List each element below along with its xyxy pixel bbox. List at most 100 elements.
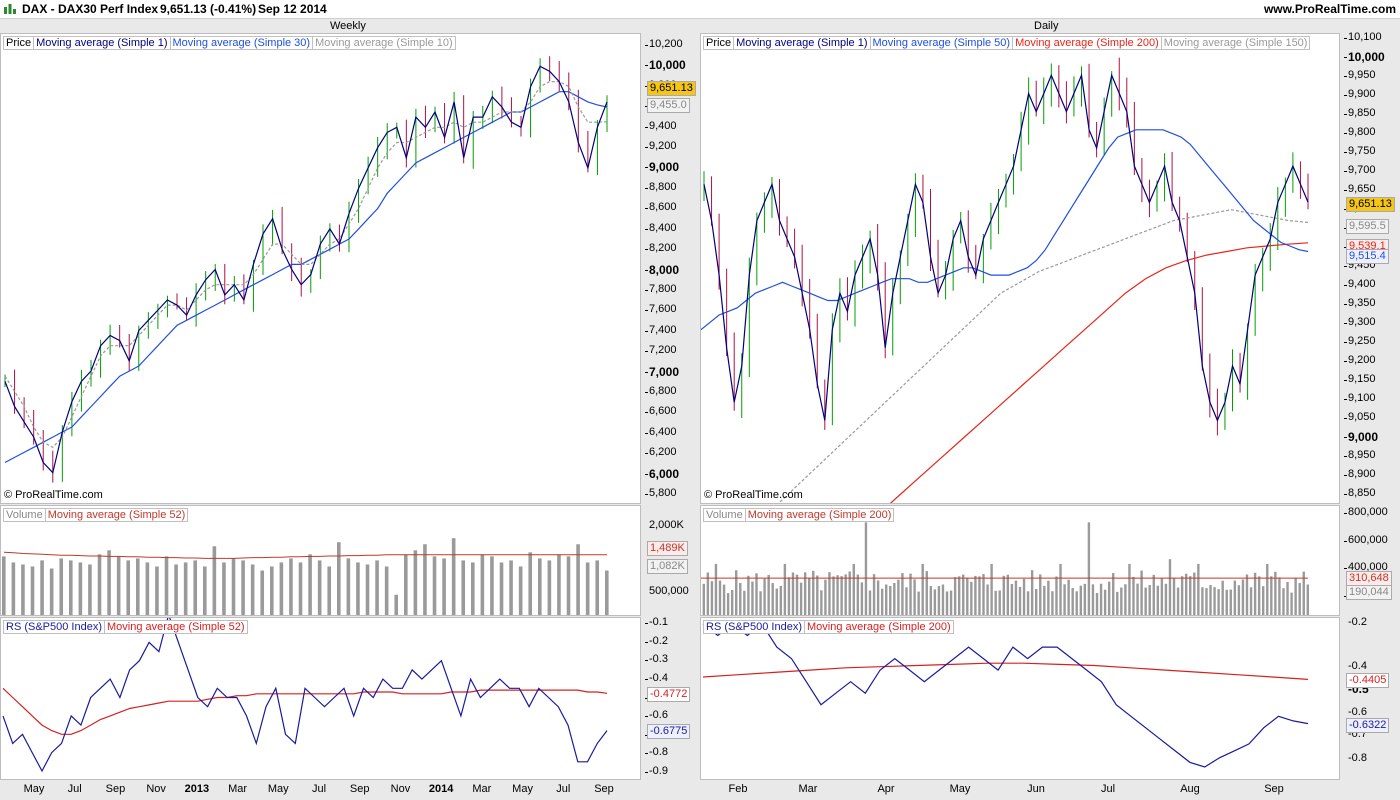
- axis-tick: [645, 289, 648, 291]
- legend-price[interactable]: Price: [3, 36, 35, 50]
- daily-volume-bar: [1156, 585, 1160, 615]
- weekly-rs-panel[interactable]: RS (S&P500 Index) Moving average (Simple…: [0, 617, 641, 780]
- daily-volume-bar: [791, 572, 795, 615]
- daily-vol-ma-tag: 310,648: [1346, 571, 1392, 586]
- axis-label: 7,400: [649, 323, 677, 336]
- daily-volume-bar: [925, 571, 928, 615]
- axis-label: 8,850: [1348, 487, 1376, 499]
- weekly-volume-axis: 2,000K 500,000 1,489K 1,082K: [645, 505, 697, 616]
- weekly-price-legend: Price Moving average (Simple 1) Moving a…: [3, 36, 456, 50]
- daily-volume-bar: [1193, 572, 1196, 615]
- daily-volume-bar: [836, 575, 839, 615]
- weekly-volume-bar: [317, 560, 322, 615]
- weekly-volume-bar: [107, 550, 111, 615]
- axis-tick: [1344, 513, 1347, 514]
- daily-volume-bar: [1160, 578, 1164, 615]
- daily-volume-bar: [860, 582, 864, 615]
- weekly-volume-bar: [2, 556, 6, 615]
- time-axis-label: May: [267, 783, 289, 795]
- daily-volume-bar: [1047, 580, 1050, 615]
- legend-ma-30[interactable]: Moving average (Simple 30): [169, 36, 314, 50]
- legend-ma-1[interactable]: Moving average (Simple 1): [733, 36, 871, 50]
- daily-volume-bar: [1282, 588, 1285, 615]
- daily-rs-panel[interactable]: RS (S&P500 Index) Moving average (Simple…: [700, 617, 1340, 780]
- weekly-volume-bar: [69, 560, 73, 615]
- weekly-volume-bar: [116, 556, 121, 615]
- daily-ma150-line: [777, 209, 1309, 503]
- legend-vol-ma-200[interactable]: Moving average (Simple 200): [744, 508, 895, 522]
- axis-label: 7,600: [649, 303, 677, 316]
- daily-volume-bar: [1107, 581, 1111, 615]
- axis-tick: [1344, 228, 1347, 229]
- legend-rs[interactable]: RS (S&P500 Index): [703, 620, 805, 634]
- axis-label: 8,200: [649, 242, 677, 255]
- weekly-volume-bar: [557, 554, 561, 615]
- weekly-volume-bar: [298, 562, 303, 615]
- legend-ma-50[interactable]: Moving average (Simple 50): [869, 36, 1014, 50]
- weekly-volume-bar: [394, 594, 399, 615]
- legend-rs[interactable]: RS (S&P500 Index): [3, 620, 105, 634]
- weekly-volume-bar: [528, 552, 533, 615]
- legend-rs-ma-52[interactable]: Moving average (Simple 52): [104, 620, 248, 634]
- axis-label: 8,900: [1348, 468, 1376, 480]
- weekly-volume-ma-line: [3, 551, 607, 559]
- axis-label: 9,300: [1348, 316, 1376, 328]
- daily-volume-bar: [1022, 578, 1026, 615]
- legend-price[interactable]: Price: [703, 36, 735, 50]
- daily-volume-bar: [1039, 574, 1042, 615]
- axis-label: 400,000: [1348, 561, 1388, 574]
- daily-volume-bar: [1253, 572, 1257, 615]
- axis-tick: [1344, 494, 1347, 495]
- axis-label: -0.1: [649, 616, 668, 628]
- daily-volume-bar: [1006, 574, 1010, 615]
- legend-ma-200[interactable]: Moving average (Simple 200): [1012, 36, 1162, 50]
- daily-rs-line: [702, 623, 1309, 768]
- weekly-volume-bar: [337, 542, 341, 615]
- legend-rs-ma-200[interactable]: Moving average (Simple 200): [804, 620, 954, 634]
- legend-ma-150[interactable]: Moving average (Simple 150): [1160, 36, 1311, 50]
- daily-volume-bar: [783, 563, 787, 615]
- daily-volume-bar: [1026, 591, 1030, 615]
- daily-volume-bar: [824, 579, 827, 615]
- legend-volume[interactable]: Volume: [3, 508, 46, 522]
- axis-label: 9,200: [649, 140, 677, 153]
- weekly-volume-panel[interactable]: Volume Moving average (Simple 52): [0, 505, 641, 616]
- time-axis-label: Sep: [349, 783, 370, 795]
- axis-tick: [645, 269, 648, 271]
- legend-volume[interactable]: Volume: [703, 508, 746, 522]
- weekly-volume-bar: [480, 554, 485, 615]
- weekly-rs-line: [2, 618, 608, 773]
- weekly-volume-bar: [375, 560, 379, 615]
- daily-volume-bar: [807, 578, 811, 615]
- daily-volume-bar: [1132, 576, 1135, 615]
- daily-volume-bar: [1071, 588, 1074, 615]
- weekly-time-axis: May Jul Sep Nov 2013 Mar May Jul Sep Nov 2014 Mar Ma…: [0, 783, 641, 799]
- daily-volume-bar: [856, 574, 860, 615]
- daily-volume-bar: [1120, 587, 1123, 615]
- daily-volume-bar: [1063, 584, 1066, 615]
- daily-price-panel[interactable]: Price Moving average (Simple 1) Moving a…: [700, 33, 1340, 504]
- legend-ma-1[interactable]: Moving average (Simple 1): [33, 36, 171, 50]
- daily-volume-bar: [1168, 559, 1172, 615]
- daily-volume-bar: [1294, 578, 1297, 615]
- daily-volume-bar: [1286, 581, 1289, 615]
- legend-vol-ma-52[interactable]: Moving average (Simple 52): [44, 508, 189, 522]
- weekly-price-panel[interactable]: Price Moving average (Simple 1) Moving a…: [0, 33, 641, 504]
- axis-tick: [1344, 475, 1347, 476]
- weekly-rs-ma-tag: -0.4772: [647, 687, 691, 702]
- time-axis-label: Sep: [105, 783, 126, 795]
- daily-volume-bar: [949, 590, 953, 615]
- legend-ma-10[interactable]: Moving average (Simple 10): [312, 36, 456, 50]
- axis-tick: [1344, 95, 1347, 96]
- axis-tick: [1344, 304, 1347, 305]
- axis-label: 9,950: [1348, 69, 1376, 81]
- weekly-volume-bar: [289, 558, 293, 615]
- daily-volume-bar: [1059, 563, 1062, 615]
- axis-tick: [1344, 171, 1347, 172]
- daily-volume-panel[interactable]: Volume Moving average (Simple 200): [700, 505, 1340, 616]
- axis-tick: [645, 167, 648, 169]
- weekly-volume-bar: [203, 566, 207, 615]
- daily-volume-bar: [1262, 586, 1265, 615]
- site-link[interactable]: www.ProRealTime.com: [1263, 2, 1396, 16]
- time-axis-label: Jul: [1100, 783, 1116, 795]
